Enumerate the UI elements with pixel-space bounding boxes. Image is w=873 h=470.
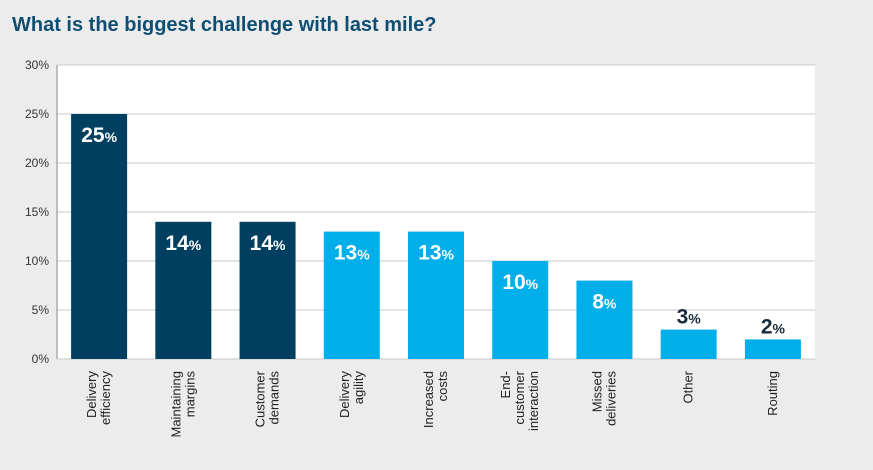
- svg-text:Increased: Increased: [421, 371, 436, 428]
- bar: [408, 231, 464, 359]
- svg-text:Delivery: Delivery: [84, 371, 99, 418]
- value-label: 8%: [592, 291, 617, 314]
- svg-text:Customer: Customer: [253, 370, 268, 427]
- bar: [660, 329, 717, 359]
- svg-text:agility: agility: [351, 371, 366, 405]
- value-label: 14%: [165, 232, 201, 255]
- svg-text:Routing: Routing: [765, 371, 780, 416]
- x-tick-label: End-customer interaction: [498, 370, 541, 431]
- svg-text:demands: demands: [267, 371, 282, 425]
- x-tick-label: Routing: [765, 371, 780, 416]
- x-tick-label: Other: [681, 370, 696, 403]
- x-tick-label: Increased costs: [421, 371, 450, 429]
- x-tick-label: Missed deliveries: [589, 371, 618, 426]
- svg-text:margins: margins: [182, 371, 197, 418]
- value-label: 25%: [81, 124, 117, 147]
- svg-text:End-: End-: [498, 371, 513, 398]
- x-tick-label: Delivery agility: [337, 371, 366, 418]
- value-label: 10%: [502, 271, 538, 294]
- svg-text:Maintaining: Maintaining: [168, 371, 183, 438]
- value-label: 13%: [334, 242, 370, 265]
- bar: [71, 114, 128, 359]
- svg-text:efficiency: efficiency: [98, 371, 113, 425]
- y-tick-label: 5%: [32, 303, 50, 317]
- x-tick-label: Customer demands: [253, 370, 282, 427]
- y-tick-label: 30%: [25, 58, 49, 72]
- svg-text:interaction: interaction: [526, 371, 541, 431]
- y-tick-label: 15%: [25, 205, 49, 219]
- bar: [492, 261, 549, 359]
- svg-text:customer: customer: [512, 370, 527, 424]
- svg-text:Delivery: Delivery: [337, 371, 352, 418]
- bar: [155, 221, 212, 359]
- y-tick-label: 20%: [25, 156, 49, 170]
- value-label: 3%: [677, 306, 702, 329]
- bar: [239, 221, 296, 359]
- value-label: 13%: [418, 242, 454, 265]
- svg-text:deliveries: deliveries: [603, 371, 618, 426]
- bar: [323, 231, 380, 359]
- y-tick-label: 25%: [25, 107, 49, 121]
- bar: [576, 280, 633, 359]
- svg-text:costs: costs: [435, 371, 450, 402]
- svg-text:Missed: Missed: [589, 371, 604, 412]
- y-tick-label: 0%: [32, 352, 50, 366]
- chart-title: What is the biggest challenge with last …: [12, 14, 437, 36]
- value-label: 2%: [761, 315, 786, 338]
- y-tick-label: 10%: [25, 254, 49, 268]
- bar: [744, 339, 801, 359]
- svg-text:Other: Other: [681, 370, 696, 403]
- x-tick-label: Delivery efficiency: [84, 371, 113, 425]
- value-label: 14%: [250, 232, 286, 255]
- x-tick-label: Maintaining margins: [168, 371, 197, 438]
